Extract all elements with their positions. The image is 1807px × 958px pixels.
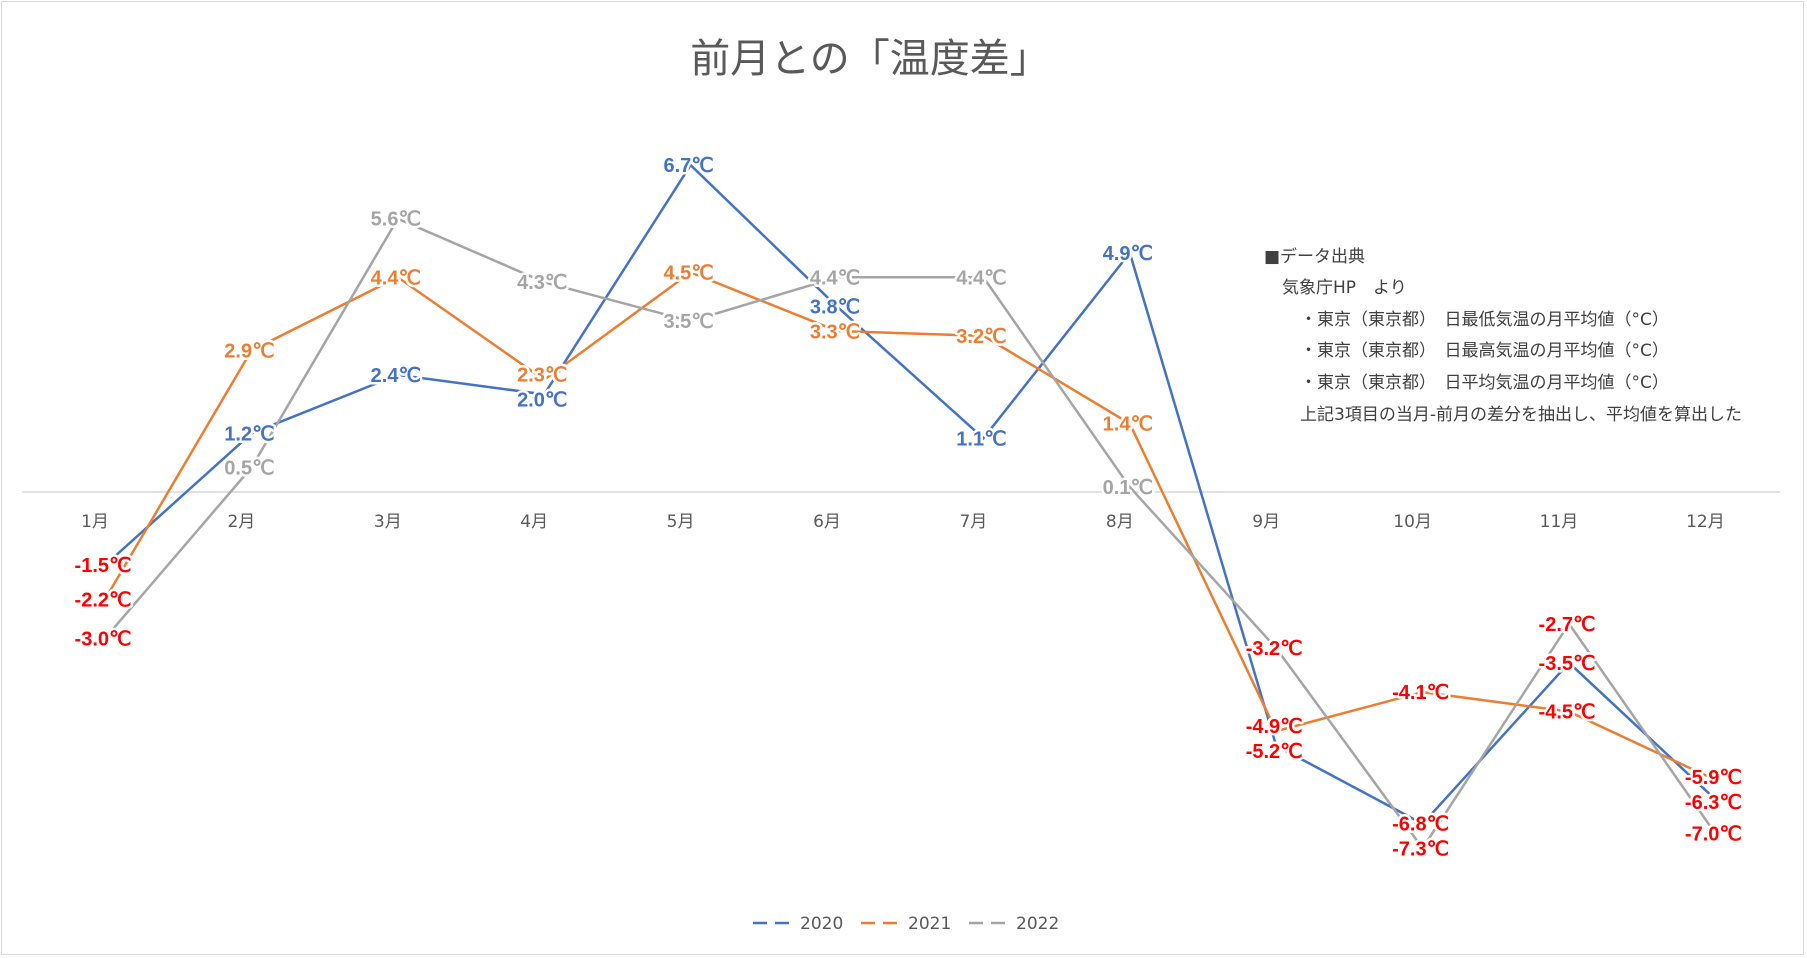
data-label-2021: -4.1℃ [1392, 682, 1449, 704]
data-label-2020: -5.2℃ [1246, 741, 1303, 763]
series-line-2022 [104, 217, 1717, 851]
data-label-2021: 4.4℃ [371, 267, 421, 289]
x-tick-label: 7月 [959, 512, 987, 532]
data-label-2021: 2.3℃ [517, 365, 567, 387]
data-label-2021: -4.9℃ [1246, 716, 1303, 738]
legend-label: 2022 [1016, 914, 1059, 934]
data-label-2020: 1.2℃ [224, 423, 274, 445]
note-source: 気象庁HP より [1282, 278, 1407, 298]
note-method: 上記3項目の当月-前月の差分を抽出し、平均値を算出した [1300, 405, 1742, 425]
data-source-note: ■データ出典 気象庁HP より ・東京（東京都） 日最低気温の月平均値（°C） … [1264, 246, 1742, 425]
data-label-2022: -2.7℃ [1539, 614, 1596, 636]
note-item: ・東京（東京都） 日平均気温の月平均値（°C） [1300, 373, 1669, 393]
data-label-2021: 4.5℃ [663, 262, 713, 284]
legend-label: 2021 [908, 914, 951, 934]
data-label-2021: -4.5℃ [1539, 702, 1596, 724]
data-label-2021: 3.2℃ [956, 326, 1006, 348]
x-tick-label: 11月 [1540, 512, 1579, 532]
data-label-2022: -3.2℃ [1246, 638, 1303, 660]
note-item: ・東京（東京都） 日最高気温の月平均値（°C） [1300, 341, 1669, 361]
data-label-2022: 4.3℃ [517, 272, 567, 294]
data-label-2020: -6.8℃ [1392, 814, 1449, 836]
data-labels: -1.5℃ -2.2℃ -3.0℃ 2.9℃ 1.2℃ 0.5℃ 5.6℃ 4.4℃ 2.4℃ 4… [72, 153, 1744, 863]
data-label-2020: -6.3℃ [1685, 792, 1742, 814]
data-label-2022: -3.0℃ [75, 628, 132, 650]
data-label-2022: 0.1℃ [1103, 477, 1153, 499]
data-label-2021: -5.9℃ [1685, 767, 1742, 789]
x-tick-label: 12月 [1686, 512, 1725, 532]
data-label-2020: 6.7℃ [663, 155, 713, 177]
data-label-2020: 1.1℃ [956, 428, 1006, 450]
data-label-2020: 2.4℃ [371, 365, 421, 387]
data-label-2021: -2.2℃ [75, 589, 132, 611]
x-tick-label: 9月 [1252, 512, 1280, 532]
x-tick-label: 3月 [374, 512, 402, 532]
data-label-2021: 2.9℃ [224, 340, 274, 362]
x-tick-label: 10月 [1393, 512, 1432, 532]
data-label-2020: 3.8℃ [810, 296, 860, 318]
data-label-2022: 3.5℃ [663, 311, 713, 333]
x-tick-label: 8月 [1106, 512, 1134, 532]
data-label-2022: -7.0℃ [1685, 824, 1742, 846]
series-lines [103, 163, 1717, 851]
series-line-2021 [103, 270, 1716, 782]
data-label-2022: 5.6℃ [371, 209, 421, 231]
note-heading: ■データ出典 [1264, 246, 1365, 267]
x-tick-label: 4月 [520, 512, 548, 532]
data-label-2020: 4.9℃ [1103, 243, 1153, 265]
x-axis-labels: 1月 2月 3月 4月 5月 6月 7月 8月 9月 10月 11月 12月 [81, 512, 1725, 532]
data-label-2020: -1.5℃ [75, 555, 132, 577]
data-label-2022: 4.4℃ [810, 267, 860, 289]
data-label-2022: -7.3℃ [1392, 839, 1449, 861]
data-label-2020: 2.0℃ [517, 390, 567, 412]
x-tick-label: 2月 [227, 512, 255, 532]
x-tick-label: 5月 [667, 512, 695, 532]
chart-title: 前月との「温度差」 [690, 36, 1050, 82]
data-label-2022: 0.5℃ [224, 458, 274, 480]
data-label-2022: 4.4℃ [956, 267, 1006, 289]
x-tick-label: 6月 [813, 512, 841, 532]
legend-label: 2020 [800, 914, 843, 934]
data-label-2020: -3.5℃ [1539, 653, 1596, 675]
legend: 2020 2021 2022 [753, 914, 1059, 934]
x-tick-label: 1月 [81, 512, 109, 532]
data-label-2021: 3.3℃ [810, 321, 860, 343]
series-line-2020 [104, 163, 1717, 826]
data-label-2021: 1.4℃ [1103, 414, 1153, 436]
note-item: ・東京（東京都） 日最低気温の月平均値（°C） [1300, 310, 1669, 330]
